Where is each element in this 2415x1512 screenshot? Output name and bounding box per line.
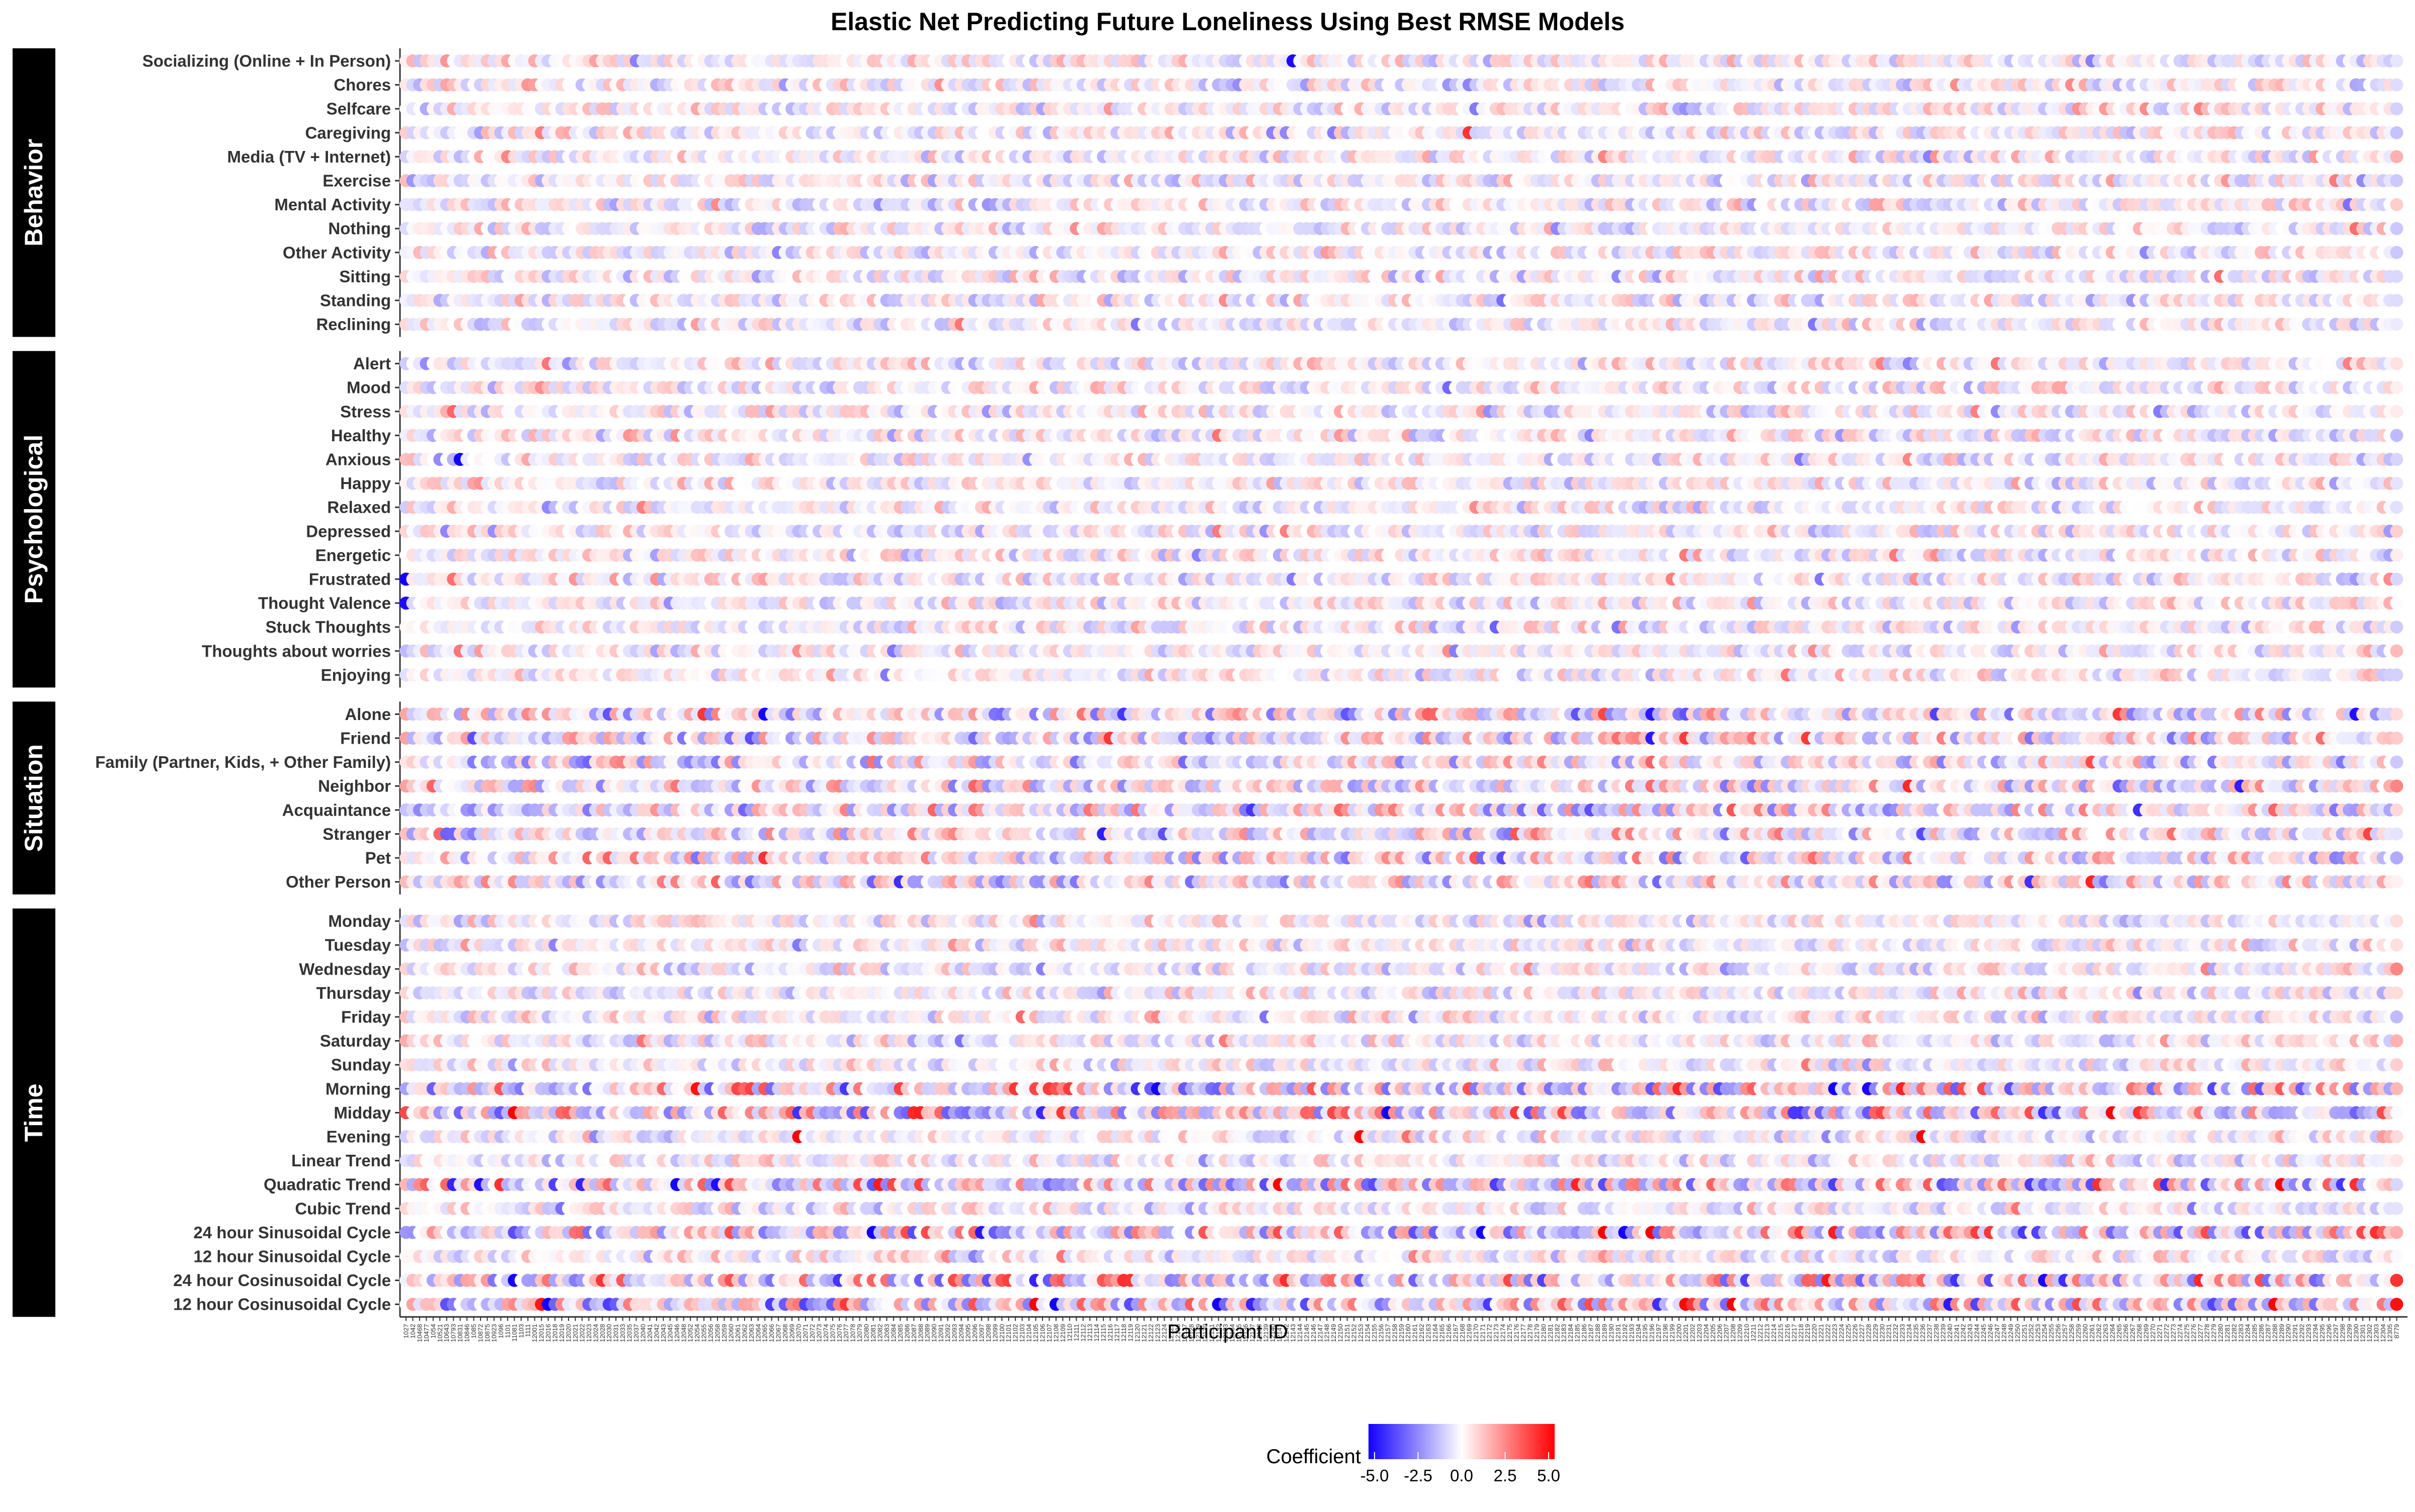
row-label: Tuesday [325,936,391,954]
row-label: Media (TV + Internet) [227,147,391,166]
row-label: Energetic [315,546,391,565]
row-label: Reclining [316,315,391,334]
row-label: 12 hour Sinusoidal Cycle [194,1247,391,1266]
row-label: 24 hour Cosinusoidal Cycle [173,1271,391,1290]
row-label: Stress [340,402,391,421]
row-label: 24 hour Sinusoidal Cycle [194,1223,391,1242]
row-label: Exercise [323,172,391,190]
row-label: Sitting [339,267,391,286]
row-label: Thought Valence [258,594,391,612]
row-label: Happy [340,474,391,493]
heatmap-dot [2390,102,2403,115]
heatmap-dot [2390,381,2403,394]
row-label: Alone [345,705,391,724]
row-label: Neighbor [318,777,391,795]
row-label: Saturday [320,1031,391,1050]
row-label: Linear Trend [291,1151,391,1170]
row-label: Midday [334,1103,391,1122]
row-label: Thoughts about worries [202,642,391,660]
panel-label-psychological: Psychological [20,435,48,604]
heatmap-dot [2390,198,2403,211]
row-label: Acquaintance [282,801,391,819]
row-label: Stuck Thoughts [266,618,391,636]
row-label: Stranger [323,825,391,843]
row-label: Relaxed [327,498,391,517]
row-label: Friday [341,1008,391,1026]
row-label: Sunday [331,1056,391,1074]
row-label: Mood [347,378,391,397]
row-label: Quadratic Trend [264,1175,391,1194]
heatmap-dot [2390,126,2403,139]
row-label: Morning [326,1079,391,1098]
row-label: Wednesday [299,960,391,978]
row-label: Depressed [306,522,391,540]
row-label: Alert [353,354,391,373]
heatmap-dot [2390,222,2403,235]
heatmap-dot [2390,246,2403,259]
row-label: 12 hour Cosinusoidal Cycle [173,1295,391,1314]
row-label: Standing [320,291,391,310]
panel-label-behavior: Behavior [20,139,48,247]
row-label: Evening [327,1128,391,1146]
heatmap-dot [2390,174,2403,187]
row-label: Other Activity [283,243,391,262]
row-label: Healthy [331,426,391,445]
heatmap-dot [2390,318,2403,331]
heatmap-dot [2390,270,2403,283]
row-label: Monday [328,912,391,930]
row-label: Friend [340,729,391,748]
heatmap-dot [2390,429,2403,442]
row-label: Anxious [326,450,391,469]
row-label: Other Person [286,872,391,891]
row-label: Socializing (Online + In Person) [142,52,391,70]
row-label: Enjoying [321,666,391,684]
row-label: Frustrated [309,570,391,589]
row-label: Thursday [316,984,391,1002]
row-label: Pet [365,849,391,867]
row-label: Mental Activity [274,195,391,214]
heatmap-dot [2390,357,2403,370]
row-label: Selfcare [327,100,391,118]
heatmap-dot [2390,150,2403,163]
row-label: Family (Partner, Kids, + Other Family) [95,753,391,771]
heatmap-dot [2390,294,2403,307]
panel-label-situation: Situation [20,744,48,852]
heatmap-dot [2390,405,2403,418]
row-label: Nothing [328,219,391,238]
row-label: Chores [334,75,391,94]
row-label: Cubic Trend [295,1199,391,1218]
chart-title: Elastic Net Predicting Future Loneliness… [831,8,1625,36]
heatmap-dot [2390,54,2403,67]
heatmap-dot [2390,78,2403,92]
panel-label-time: Time [20,1084,48,1142]
row-label: Caregiving [305,123,391,142]
